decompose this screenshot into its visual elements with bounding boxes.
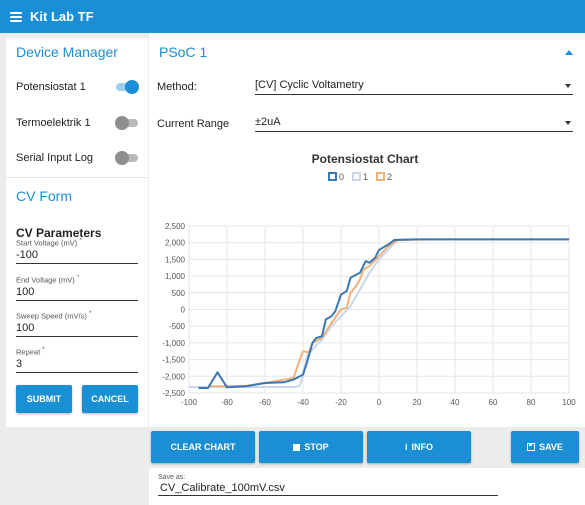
x-tick-label: -100 [181,398,198,407]
collapse-up-icon[interactable] [565,50,573,55]
required-mark: * [76,275,80,281]
x-tick-label: 0 [377,398,382,407]
hamburger-menu-icon[interactable] [10,11,22,22]
required-mark: * [88,311,92,317]
device-row-potensiostat: Potensiostat 1 [16,77,139,97]
info-label: INFO [411,442,434,452]
cv-parameters-heading: CV Parameters [16,226,102,240]
end-voltage-label: End Voltage (mV) [16,275,75,285]
app-bar: Kit Lab TF [0,0,585,33]
chart-series [189,238,569,389]
legend-label-1: 1 [363,172,368,182]
legend-label-2: 2 [387,172,392,182]
potensiostat-toggle[interactable] [116,80,139,94]
stop-label: STOP [304,442,329,452]
clear-chart-label: CLEAR CHART [170,442,236,452]
sweep-speed-label: Sweep Speed (mV/s) [16,311,87,321]
y-axis-ticks: 2,500 2,000 1,500 1,000 500 0 -500 -1,000 -1,500… [162,222,185,398]
dropdown-caret-icon [565,121,571,125]
x-tick-label: 100 [562,398,576,407]
legend-swatch-0[interactable] [328,172,337,181]
y-tick-label: 1,500 [165,255,186,264]
save-button[interactable]: SAVE [511,431,579,463]
sweep-speed-input[interactable]: 100 [16,321,138,337]
divider [6,177,148,178]
series-line-0 [198,238,569,389]
end-voltage-input[interactable]: 100 [16,285,138,301]
start-voltage-field[interactable]: Start Voltage (mV) * -100 [16,238,138,264]
x-axis-ticks: -100 -80 -60 -40 -20 0 20 40 60 80 100 [181,398,576,407]
repeat-field[interactable]: Repeat * 3 [16,347,138,373]
cv-form-title: CV Form [16,188,72,204]
current-range-value: ±2uA [255,116,281,128]
psoc-title: PSoC 1 [159,44,208,60]
y-tick-label: 0 [181,306,186,315]
cancel-button[interactable]: CANCEL [82,385,138,413]
repeat-input[interactable]: 3 [16,357,138,373]
series-line-2 [208,238,569,388]
sweep-speed-field[interactable]: Sweep Speed (mV/s) * 100 [16,311,138,337]
y-tick-label: -2,000 [162,372,185,381]
save-label: SAVE [539,442,563,452]
stop-button[interactable]: STOP [259,431,363,463]
y-tick-label: 500 [172,289,186,298]
info-button[interactable]: i INFO [367,431,471,463]
device-label: Potensiostat 1 [16,81,86,93]
y-tick-label: -2,500 [162,389,185,398]
device-row-termoelektrik: Termoelektrik 1 [16,113,138,133]
current-range-select[interactable]: ±2uA [255,116,573,132]
x-tick-label: 20 [413,398,422,407]
x-tick-label: 40 [451,398,460,407]
end-voltage-field[interactable]: End Voltage (mV) * 100 [16,275,138,301]
y-tick-label: -1,000 [162,339,185,348]
device-row-serial-input-log: Serial Input Log [16,148,138,168]
legend-label-0: 0 [339,172,344,182]
left-panel: Device Manager Potensiostat 1 Termoelekt… [6,38,148,427]
x-tick-label: -20 [335,398,347,407]
start-voltage-input[interactable]: -100 [16,248,138,264]
termoelektrik-toggle[interactable] [115,116,138,130]
device-label: Serial Input Log [16,152,94,164]
device-label: Termoelektrik 1 [16,117,91,129]
x-tick-label: 80 [527,398,536,407]
app-title: Kit Lab TF [30,9,94,24]
start-voltage-label: Start Voltage (mV) [16,238,78,248]
x-tick-label: -60 [259,398,271,407]
y-tick-label: 1,000 [165,272,186,281]
legend-swatch-1[interactable] [352,172,361,181]
y-tick-label: 2,500 [165,222,186,231]
dropdown-caret-icon [565,84,571,88]
required-mark: * [79,238,82,244]
serial-input-log-toggle[interactable] [115,151,138,165]
info-icon: i [404,442,408,452]
repeat-label: Repeat [16,347,41,357]
x-tick-label: 60 [489,398,498,407]
save-as-input[interactable]: CV_Calibrate_100mV.csv [158,482,498,496]
x-tick-label: -40 [297,398,309,407]
x-tick-label: -80 [221,398,233,407]
method-select[interactable]: [CV] Cyclic Voltametry [255,79,573,95]
clear-chart-button[interactable]: CLEAR CHART [151,431,255,463]
chart-grid [188,225,570,394]
stop-icon [293,443,301,451]
chart-legend: 0 1 2 [328,172,392,182]
psoc-panel: PSoC 1 Method: [CV] Cyclic Voltametry Cu… [149,33,585,427]
floppy-disk-icon [527,443,536,451]
legend-swatch-2[interactable] [376,172,385,181]
y-tick-label: 2,000 [165,239,186,248]
potensiostat-chart: Potensiostat Chart 0 1 2 2,500 2,000 1,500 1,… [162,152,576,407]
save-as-section: Save as: CV_Calibrate_100mV.csv [149,468,585,505]
method-label: Method: [157,81,197,93]
device-manager-title: Device Manager [16,44,118,60]
submit-button[interactable]: SUBMIT [16,385,72,413]
save-as-label: Save as: [158,474,186,481]
y-tick-label: -1,500 [162,356,185,365]
chart-title: Potensiostat Chart [312,152,419,166]
required-mark: * [42,347,45,353]
current-range-label: Current Range [157,118,230,130]
y-tick-label: -500 [169,322,186,331]
method-value: [CV] Cyclic Voltametry [255,79,364,91]
